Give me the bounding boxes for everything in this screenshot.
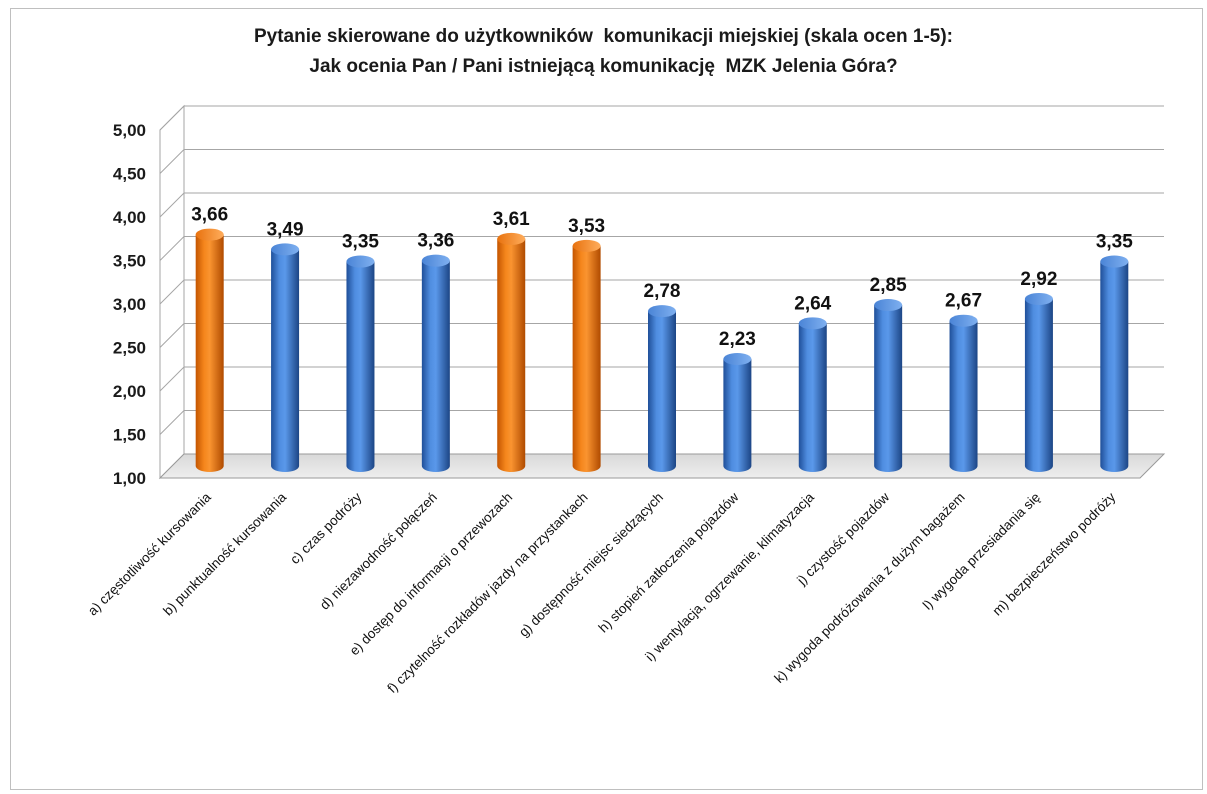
y-tick-label: 1,50 [113, 426, 146, 445]
chart-title: Pytanie skierowane do użytkowników komun… [0, 22, 1207, 82]
y-tick-label: 3,00 [113, 295, 146, 314]
data-label: 3,36 [417, 231, 454, 252]
bar [497, 232, 526, 473]
y-tick-label: 4,00 [113, 208, 146, 227]
data-label: 3,61 [493, 209, 530, 230]
category-label: e) dostęp do informacji o przewozach [347, 490, 516, 659]
category-label: a) częstotliwość kursowania [85, 489, 214, 618]
data-label: 3,66 [191, 205, 228, 226]
bar-top [421, 254, 450, 267]
bar [1100, 255, 1129, 473]
bar [874, 299, 903, 473]
category-label: b) punktualność kursowania [160, 489, 289, 618]
bar-top [271, 243, 300, 256]
bar-body [497, 238, 526, 473]
y-tick-label: 2,50 [113, 339, 146, 358]
gridline [159, 410, 1164, 435]
bar-top [874, 299, 903, 312]
category-label: i) wentylacja, ogrzewanie, klimatyzacja [642, 489, 817, 664]
bar-top [723, 352, 752, 365]
bar-top [346, 255, 375, 268]
gridline [159, 105, 1164, 131]
data-label: 2,92 [1020, 269, 1057, 290]
gridline [159, 149, 1164, 174]
chart-title-line-2: Jak ocenia Pan / Pani istniejącą komunik… [309, 56, 898, 77]
bars [195, 228, 1129, 473]
bar-body [798, 323, 827, 473]
y-tick-label: 5,00 [113, 121, 146, 140]
y-axis: 1,00 1,50 2,00 2,50 3,00 3,50 4,00 4,50 5,00 [113, 121, 146, 488]
bar [798, 317, 827, 473]
bar-top [572, 239, 601, 252]
gridlines [159, 105, 1164, 435]
category-label: m) bezpieczeństwo podróży [990, 489, 1119, 618]
bar-top [195, 228, 224, 241]
bar [648, 305, 676, 472]
bar-body [1100, 261, 1129, 473]
bar-top [1024, 292, 1053, 305]
bar-top [497, 232, 526, 245]
bar [195, 228, 224, 473]
data-label: 3,35 [342, 232, 379, 253]
bar-top [1100, 255, 1129, 268]
data-label: 2,64 [794, 293, 831, 314]
bar-body [271, 249, 300, 473]
bar-top [648, 305, 676, 318]
chart-title-line-1: Pytanie skierowane do użytkowników komun… [253, 26, 954, 47]
gridline [159, 192, 1164, 218]
bar-body [648, 311, 676, 472]
data-label: 2,85 [870, 275, 907, 296]
bar-top [798, 317, 827, 330]
category-label: h) stopień zatłoczenia pojazdów [596, 489, 742, 635]
bar [572, 239, 601, 473]
bar-body [723, 358, 752, 473]
gridline [159, 323, 1164, 348]
data-labels: 3,66 3,49 3,35 3,36 3,61 3,53 2,78 2,23 2,64 2,85… [191, 205, 1133, 350]
bar [271, 243, 300, 473]
gridline [159, 279, 1164, 305]
bar-body [346, 261, 375, 473]
y-tick-label: 2,00 [113, 382, 146, 401]
bar-body [874, 305, 903, 473]
bar-top [949, 314, 978, 327]
bar [949, 314, 978, 473]
bar-body [949, 320, 978, 473]
category-label: c) czas podróży [287, 489, 365, 567]
y-tick-label: 4,50 [113, 165, 146, 184]
bar [346, 255, 375, 473]
y-tick-label: 1,00 [113, 469, 146, 488]
data-label: 3,35 [1096, 232, 1133, 253]
bar-body [572, 245, 601, 473]
bar [1024, 292, 1053, 473]
data-label: 3,49 [267, 219, 304, 240]
gridline [159, 366, 1164, 392]
category-label: g) dostępność miejsc siedzących [516, 490, 666, 640]
bar [421, 254, 450, 473]
bar-body [1024, 298, 1053, 473]
bar-body [195, 234, 224, 473]
bar-body [421, 260, 450, 473]
bar [723, 352, 752, 473]
data-label: 2,78 [644, 281, 681, 302]
data-label: 2,23 [719, 329, 756, 350]
data-label: 2,67 [945, 291, 982, 312]
gridline [159, 236, 1164, 261]
y-tick-label: 3,50 [113, 252, 146, 271]
data-label: 3,53 [568, 216, 605, 237]
